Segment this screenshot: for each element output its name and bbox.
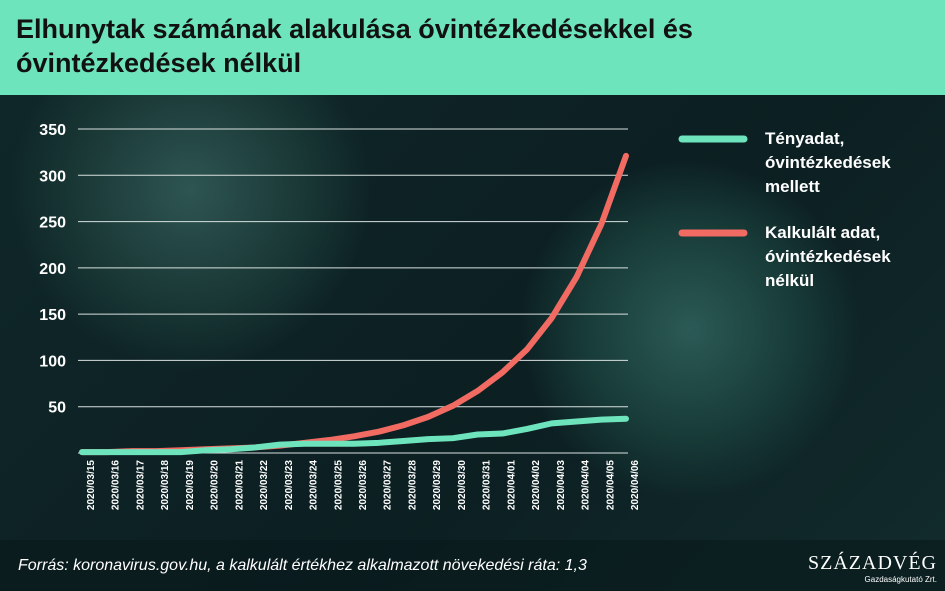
- x-tick-label: 2020/03/16: [111, 460, 122, 510]
- legend-label: Tényadat, óvintézkedések mellett: [765, 129, 891, 196]
- x-tick-label: 2020/04/03: [556, 460, 567, 510]
- x-tick-label: 2020/03/28: [407, 460, 418, 510]
- y-tick-label: 200: [39, 261, 66, 278]
- y-tick-label: 300: [39, 168, 66, 185]
- header: [0, 0, 945, 95]
- y-tick-label: 350: [39, 122, 66, 139]
- logo-sub: Gazdaságkutató Zrt.: [864, 575, 937, 584]
- x-tick-label: 2020/03/30: [457, 460, 468, 510]
- x-tick-label: 2020/03/27: [383, 460, 394, 510]
- x-tick-label: 2020/04/04: [581, 460, 592, 510]
- line: [79, 415, 629, 456]
- y-tick-label: 150: [39, 307, 66, 324]
- line: [79, 152, 629, 456]
- logo: SZÁZADVÉG Gazdaságkutató Zrt.: [808, 552, 937, 584]
- x-tick-label: 2020/04/06: [630, 460, 641, 510]
- x-tick-label: 2020/03/23: [284, 460, 295, 510]
- source: Forrás: koronavirus.gov.hu, a kalkulált …: [18, 557, 587, 574]
- footer: [0, 540, 945, 591]
- x-tick-label: 2020/03/18: [160, 460, 171, 510]
- y-tick-label: 250: [39, 215, 66, 232]
- y-tick-label: 100: [39, 353, 66, 370]
- logo-name: SZÁZADVÉG: [808, 552, 937, 574]
- x-tick-label: 2020/03/20: [210, 460, 221, 510]
- legend-label: Kalkulált adat, óvintézkedések nélkül: [765, 223, 891, 290]
- x-tick-label: 2020/03/21: [234, 460, 245, 510]
- x-tick-label: 2020/04/05: [605, 460, 616, 510]
- x-tick-label: 2020/03/19: [185, 460, 196, 510]
- y-tick-label: 50: [48, 400, 66, 417]
- x-tick-label: 2020/04/01: [506, 460, 517, 510]
- x-tick-label: 2020/03/26: [358, 460, 369, 510]
- x-tick-label: 2020/03/24: [309, 460, 320, 510]
- x-tick-label: 2020/03/25: [333, 460, 344, 510]
- x-tick-label: 2020/03/31: [482, 460, 493, 510]
- x-tick-label: 2020/03/15: [86, 460, 97, 510]
- x-tick-label: 2020/03/17: [135, 460, 146, 510]
- x-tick-label: 2020/03/22: [259, 460, 270, 510]
- x-tick-label: 2020/04/02: [531, 460, 542, 510]
- chart-title: Elhunytak számának alakulása óvintézkedé…: [16, 14, 693, 78]
- x-tick-label: 2020/03/29: [432, 460, 443, 510]
